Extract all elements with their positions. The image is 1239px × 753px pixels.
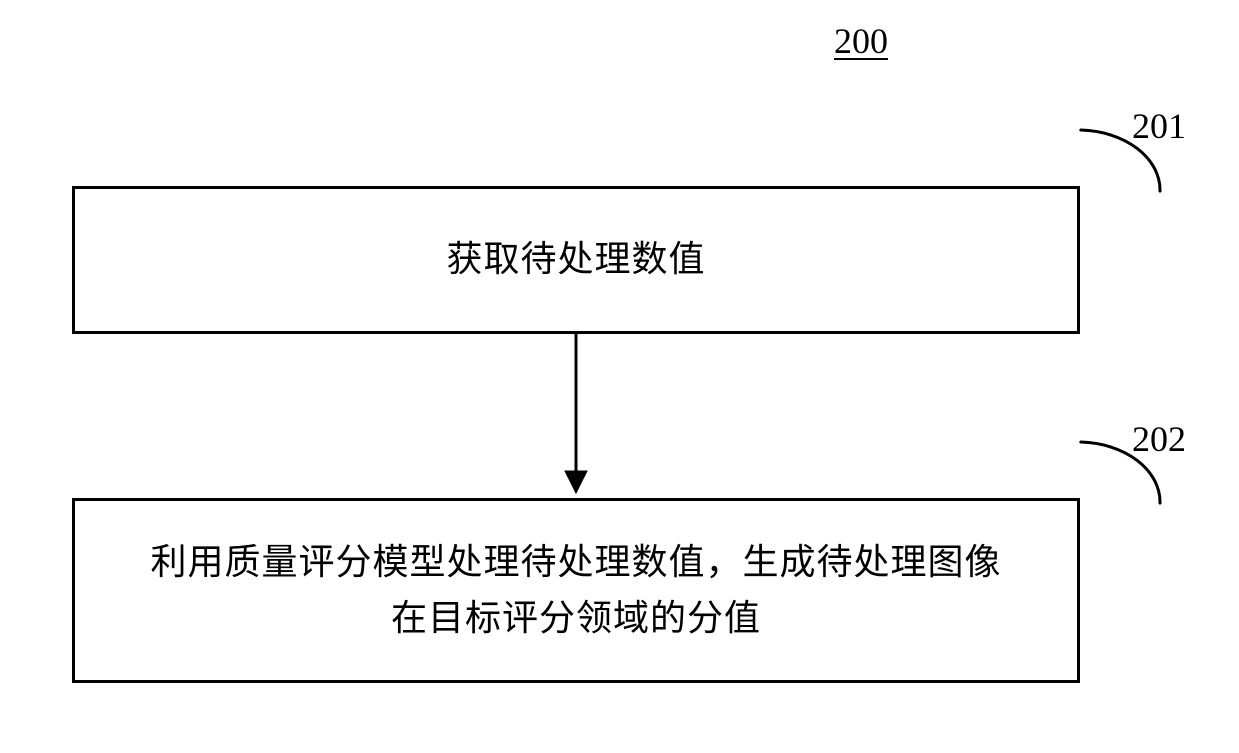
flow-arrow-1-2	[562, 334, 590, 499]
flow-step-2: 利用质量评分模型处理待处理数值，生成待处理图像在目标评分领域的分值	[72, 498, 1080, 683]
flow-step-1-text: 获取待处理数值	[446, 232, 705, 288]
flow-step-1: 获取待处理数值	[72, 186, 1080, 334]
callout-arc-201	[978, 112, 1188, 232]
callout-arc-202	[978, 424, 1188, 544]
flow-step-2-text: 利用质量评分模型处理待处理数值，生成待处理图像在目标评分领域的分值	[150, 535, 1001, 647]
flowchart-canvas: 200 获取待处理数值 利用质量评分模型处理待处理数值，生成待处理图像在目标评分…	[0, 0, 1239, 753]
figure-number: 200	[834, 20, 888, 62]
